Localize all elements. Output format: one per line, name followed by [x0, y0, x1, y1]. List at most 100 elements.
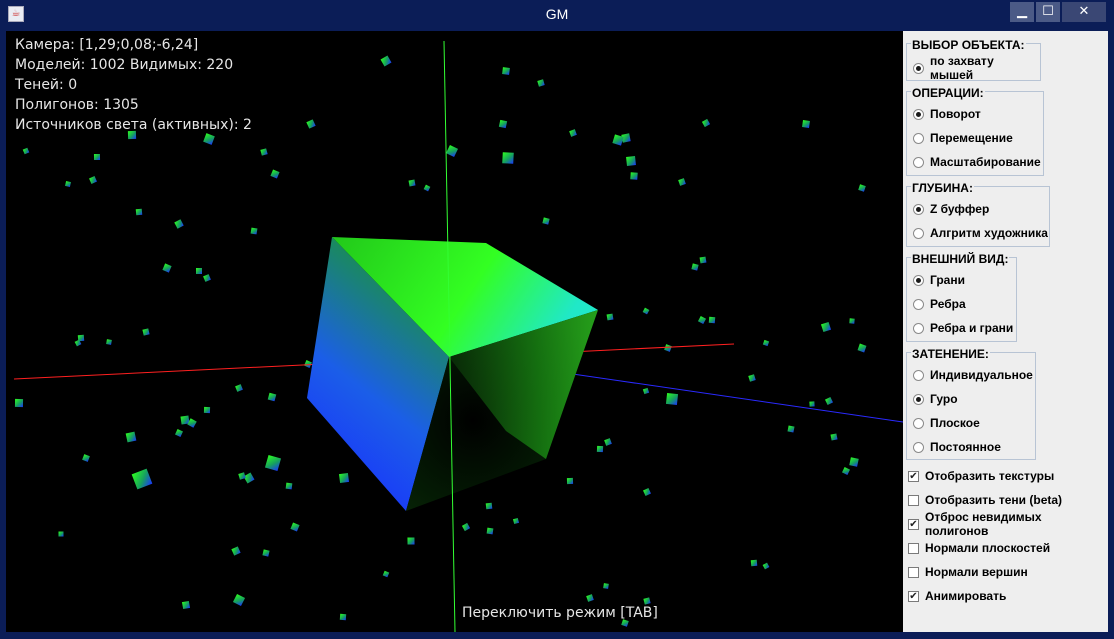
small-cube [58, 531, 64, 537]
small-cube [290, 522, 300, 532]
small-cube [203, 133, 215, 145]
checkbox-animate[interactable]: ✔ Анимировать [908, 587, 1006, 605]
small-cube [260, 148, 268, 156]
small-cube [285, 482, 293, 490]
small-cube [339, 613, 347, 621]
small-cube [267, 392, 277, 402]
small-cube [461, 522, 471, 532]
radio-painter-algorithm[interactable]: Алгритм художника [913, 224, 1048, 242]
small-cube [196, 268, 202, 274]
small-cube [243, 472, 255, 484]
group-operations: ОПЕРАЦИИ: Поворот Перемещение Масштабиро… [906, 86, 1044, 176]
radio-scale[interactable]: Масштабирование [913, 153, 1041, 171]
radio-label: Гуро [930, 392, 958, 406]
close-button[interactable]: ✕ [1062, 2, 1106, 22]
checkbox-vertex-normals[interactable]: Нормали вершин [908, 563, 1028, 581]
radio-label: Грани [930, 273, 965, 287]
radio-edges[interactable]: Ребра [913, 295, 966, 313]
radio-label: Z буффер [930, 202, 990, 216]
radio-indicator[interactable] [913, 274, 924, 286]
large-cube[interactable] [307, 237, 598, 511]
radio-indicator[interactable] [913, 132, 924, 144]
radio-indicator[interactable] [913, 203, 924, 215]
radio-indicator[interactable] [913, 298, 924, 310]
group-title: ВЫБОР ОБЪЕКТА: [911, 38, 1026, 52]
small-cube [857, 343, 867, 353]
small-cube [542, 217, 550, 225]
minimize-button[interactable]: ▁ [1010, 2, 1034, 22]
radio-indicator[interactable] [913, 417, 924, 429]
3d-viewport[interactable]: Камера: [1,29;0,08;-6,24] Моделей: 1002 … [6, 31, 903, 632]
small-cube [621, 619, 629, 627]
group-object-selection: ВЫБОР ОБЪЕКТА: по захвату мышей [906, 38, 1041, 82]
radio-edges-and-faces[interactable]: Ребра и грани [913, 319, 1013, 337]
title-bar[interactable]: ☕ GM ▁ ☐ ✕ [0, 0, 1114, 30]
small-cube [486, 527, 494, 535]
small-cube [175, 429, 183, 437]
small-cube [824, 396, 834, 406]
radio-indicator[interactable] [913, 156, 924, 168]
radio-indicator[interactable] [913, 62, 924, 74]
radio-label: Перемещение [930, 131, 1013, 145]
radio-label: Индивидуальное [930, 368, 1033, 382]
small-cube [586, 594, 594, 602]
small-cube [762, 562, 770, 570]
small-cube [250, 227, 258, 235]
small-cube [306, 119, 316, 129]
small-cube [180, 415, 190, 425]
small-cube [22, 147, 30, 155]
scene-canvas[interactable] [6, 31, 903, 632]
radio-individual[interactable]: Индивидуальное [913, 366, 1033, 384]
settings-panel: ВЫБОР ОБЪЕКТА: по захвату мышей ОПЕРАЦИИ… [903, 31, 1108, 632]
java-app-icon[interactable]: ☕ [8, 6, 24, 22]
small-cube [82, 454, 90, 462]
small-cube [606, 313, 614, 321]
radio-indicator[interactable] [913, 322, 924, 334]
radio-move[interactable]: Перемещение [913, 129, 1013, 147]
group-shading: ЗАТЕНЕНИЕ: Индивидуальное Гуро Плоское П… [906, 347, 1036, 460]
small-cube [232, 593, 246, 607]
radio-flat[interactable]: Плоское [913, 414, 980, 432]
radio-z-buffer[interactable]: Z буффер [913, 200, 989, 218]
small-cube [262, 549, 270, 557]
checkbox-face-normals[interactable]: Нормали плоскостей [908, 539, 1050, 557]
checkbox-indicator[interactable] [908, 494, 919, 506]
radio-indicator[interactable] [913, 108, 924, 120]
radio-gouraud[interactable]: Гуро [913, 390, 958, 408]
small-cube [664, 344, 672, 352]
checkbox-show-shadows[interactable]: Отобразить тени (beta) [908, 491, 1062, 509]
group-title: ОПЕРАЦИИ: [911, 86, 985, 100]
shadows-readout: Теней: 0 [15, 77, 78, 93]
radio-mouse-capture[interactable]: по захвату мышей [913, 54, 1040, 82]
small-cube [304, 360, 312, 368]
radio-indicator[interactable] [913, 369, 924, 381]
checkbox-indicator[interactable]: ✔ [908, 470, 919, 482]
small-cube [604, 438, 612, 446]
radio-indicator[interactable] [913, 393, 924, 405]
small-cube [820, 321, 832, 333]
checkbox-indicator[interactable]: ✔ [908, 590, 919, 602]
group-title: ВНЕШНИЙ ВИД: [911, 252, 1010, 266]
small-cube [596, 445, 604, 453]
radio-rotate[interactable]: Поворот [913, 105, 981, 123]
checkbox-indicator[interactable] [908, 566, 919, 578]
radio-faces[interactable]: Грани [913, 271, 965, 289]
small-cube [338, 472, 350, 484]
maximize-button[interactable]: ☐ [1036, 2, 1060, 22]
radio-label: Ребра и грани [930, 321, 1014, 335]
checkbox-show-textures[interactable]: ✔ Отобразить текстуры [908, 467, 1054, 485]
mode-switch-hint: Переключить режим [TAB] [462, 605, 658, 621]
checkbox-indicator[interactable] [908, 542, 919, 554]
checkbox-indicator[interactable]: ✔ [908, 518, 919, 530]
small-cube [125, 431, 137, 443]
small-cube [665, 392, 679, 406]
small-cube [697, 315, 707, 325]
radio-indicator[interactable] [913, 441, 924, 453]
checkbox-backface-culling[interactable]: ✔ Отброс невидимых полигонов [908, 510, 1108, 538]
small-cube [643, 597, 651, 605]
small-cube [537, 79, 545, 87]
small-cube [858, 184, 866, 192]
radio-constant[interactable]: Постоянное [913, 438, 1001, 456]
radio-indicator[interactable] [913, 227, 924, 239]
checkbox-label: Отброс невидимых полигонов [924, 510, 1042, 538]
